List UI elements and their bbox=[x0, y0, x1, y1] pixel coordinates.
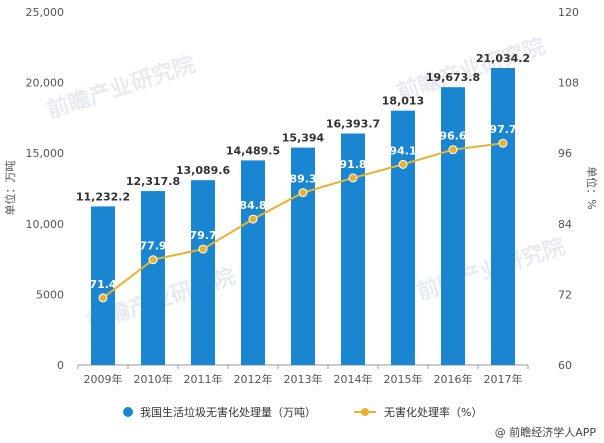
rate-value-label: 77.9 bbox=[139, 240, 166, 253]
bar bbox=[341, 133, 365, 365]
y2-tick-label: 96 bbox=[558, 147, 572, 160]
y-tick-label: 15,000 bbox=[26, 147, 65, 160]
rate-point bbox=[348, 173, 358, 183]
rate-value-label: 97.7 bbox=[489, 123, 516, 136]
x-tick-label: 2013年 bbox=[284, 372, 323, 386]
rate-value-label: 84.8 bbox=[239, 199, 266, 212]
y-tick-label: 0 bbox=[57, 359, 64, 372]
rate-point bbox=[148, 255, 158, 265]
x-tick-label: 2017年 bbox=[484, 372, 523, 386]
bar-value-label: 18,013 bbox=[382, 95, 424, 108]
rate-value-label: 91.8 bbox=[339, 158, 366, 171]
bar bbox=[441, 87, 465, 366]
bar bbox=[291, 147, 315, 365]
rate-point bbox=[498, 138, 508, 148]
rate-value-label: 79.7 bbox=[189, 229, 216, 242]
rate-point bbox=[98, 293, 108, 303]
x-tick-label: 2015年 bbox=[384, 372, 423, 386]
bar bbox=[491, 67, 515, 365]
line-series bbox=[98, 138, 508, 303]
y2-tick-label: 108 bbox=[558, 77, 579, 90]
bar-series bbox=[91, 67, 515, 366]
bar-value-label: 12,317.8 bbox=[126, 175, 180, 188]
bar-value-label: 15,394 bbox=[282, 132, 325, 145]
y2-tick-label: 84 bbox=[558, 218, 572, 231]
bar bbox=[141, 191, 165, 365]
x-tick-label: 2014年 bbox=[334, 372, 373, 386]
y-tick-label: 10,000 bbox=[26, 218, 65, 231]
y-axis-label: 单位：万吨 bbox=[3, 161, 17, 216]
y2-tick-label: 72 bbox=[558, 288, 572, 301]
rate-value-label: 94.1 bbox=[389, 144, 416, 157]
bar-value-label: 14,489.5 bbox=[226, 144, 280, 157]
legend-line-label: 无害化处理率（%） bbox=[384, 405, 482, 419]
rate-value-label: 71.4 bbox=[89, 278, 116, 291]
bar-value-label: 19,673.8 bbox=[426, 71, 480, 84]
rate-value-label: 96.6 bbox=[439, 130, 466, 143]
x-tick-label: 2012年 bbox=[234, 372, 273, 386]
watermark-1: 前瞻产业研究院 bbox=[44, 51, 199, 123]
x-tick-label: 2010年 bbox=[134, 372, 173, 386]
bar-value-label: 11,232.2 bbox=[76, 190, 130, 203]
x-tick-label: 2011年 bbox=[184, 372, 223, 386]
bar bbox=[191, 180, 215, 365]
bar-value-label: 21,034.2 bbox=[476, 52, 530, 65]
legend: 我国生活垃圾无害化处理量（万吨） 无害化处理率（%） bbox=[123, 405, 482, 419]
y2-tick-label: 120 bbox=[558, 6, 579, 19]
bar bbox=[91, 206, 115, 365]
rate-point bbox=[398, 159, 408, 169]
legend-bar-swatch bbox=[123, 407, 133, 417]
source-note: @ 前瞻经济学人APP bbox=[495, 425, 597, 439]
data-labels: 11,232.2 12,317.813,089.6 14,489.515,39416… bbox=[76, 52, 530, 291]
x-tick-label: 2009年 bbox=[84, 372, 123, 386]
bar-value-label: 13,089.6 bbox=[176, 164, 231, 177]
rate-point bbox=[248, 214, 258, 224]
legend-line-marker bbox=[361, 408, 369, 416]
y-tick-label: 25,000 bbox=[26, 6, 65, 19]
rate-point bbox=[298, 188, 308, 198]
rate-value-label: 89.3 bbox=[289, 173, 316, 186]
rate-point bbox=[198, 244, 208, 254]
x-tick-label: 2016年 bbox=[434, 372, 473, 386]
bar-value-label: 16,393.7 bbox=[326, 118, 380, 131]
y2-tick-label: 60 bbox=[558, 359, 572, 372]
rate-point bbox=[448, 145, 458, 155]
bar bbox=[391, 110, 415, 366]
y-tick-label: 5000 bbox=[36, 288, 64, 301]
legend-bar-label: 我国生活垃圾无害化处理量（万吨） bbox=[140, 405, 316, 419]
bar bbox=[241, 160, 265, 365]
y2-axis-label: 单位：% bbox=[585, 166, 599, 209]
y-tick-label: 20,000 bbox=[26, 77, 65, 90]
